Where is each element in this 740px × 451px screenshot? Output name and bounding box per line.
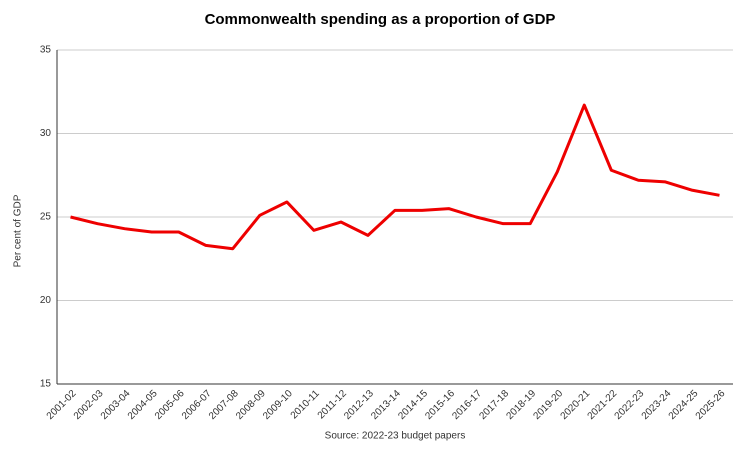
line	[70, 103, 720, 251]
y-axis-label: Per cent of GDP	[13, 194, 24, 267]
x-tick-label: 2009-10	[261, 388, 295, 422]
y-tick-label: 20	[40, 295, 52, 306]
y-tick-label: 30	[40, 128, 52, 139]
y-tick-label: 25	[40, 212, 52, 223]
x-tick-label: 2025-26	[694, 388, 728, 422]
y-tick-label: 15	[40, 379, 52, 390]
chart-title: Commonwealth spending as a proportion of…	[205, 11, 556, 28]
x-axis-label: Source: 2022-23 budget papers	[325, 431, 466, 442]
y-tick-label: 35	[40, 45, 52, 56]
